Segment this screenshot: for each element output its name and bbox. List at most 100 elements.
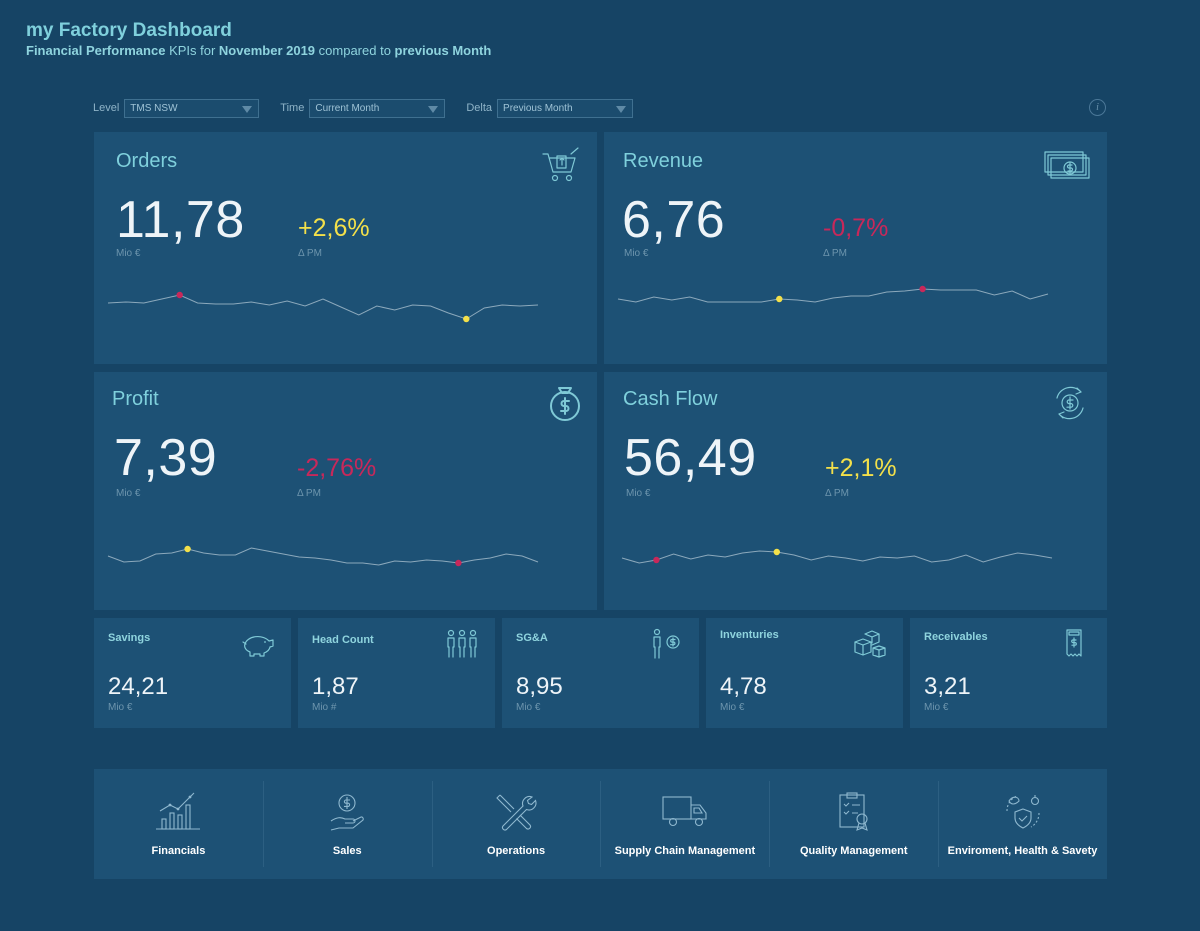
kpi-card-revenue[interactable]: Revenue 6,76 Mio € -0,7% Δ PM <box>604 132 1107 364</box>
kpi-card-sga[interactable]: SG&A 8,95 Mio € <box>502 618 699 728</box>
level-select[interactable]: TMS NSW <box>124 98 260 118</box>
kpi-unit: Mio € <box>516 702 541 713</box>
kpi-delta-label: Δ PM <box>823 248 847 259</box>
shopping-cart-icon <box>542 147 579 182</box>
kpi-title: Orders <box>116 150 178 172</box>
level-label: Level <box>93 102 120 114</box>
cash-stack-icon <box>1044 151 1090 179</box>
kpi-card-orders[interactable]: Orders 11,78 Mio € +2,6% Δ PM <box>94 132 597 364</box>
sparkline-series <box>107 294 539 320</box>
nav-label: Sales <box>332 845 362 857</box>
kpi-title: Cash Flow <box>623 388 718 410</box>
revenue-sparkline <box>617 285 1049 303</box>
kpi-value: 3,21 <box>924 673 971 700</box>
kpi-delta: +2,6% <box>298 214 370 242</box>
kpi-card-cash-flow[interactable]: Cash Flow 56,49 Mio € +2,1% Δ PM <box>604 372 1107 610</box>
kpi-card-inventuries[interactable]: Inventuries 4,78 Mio € <box>706 618 903 728</box>
kpi-card-receivables[interactable]: Receivables 3,21 Mio € <box>910 618 1107 728</box>
nav-label: Operations <box>487 845 546 857</box>
kpi-value: 6,76 <box>622 191 726 249</box>
page-title: my Factory Dashboard <box>26 20 232 41</box>
sparkline-max-marker <box>776 295 783 303</box>
sparkline-max-marker <box>184 545 191 553</box>
kpi-value: 24,21 <box>108 673 169 700</box>
kpi-value: 11,78 <box>116 191 245 249</box>
kpi-title: SG&A <box>516 632 548 644</box>
kpi-delta-label: Δ PM <box>825 488 849 499</box>
kpi-unit: Mio € <box>116 248 141 259</box>
people-icon <box>447 629 477 658</box>
kpi-unit: Mio € <box>116 488 141 499</box>
chevron-down-icon <box>428 105 439 113</box>
kpi-title: Receivables <box>924 631 988 643</box>
money-bag-icon <box>550 387 580 421</box>
kpi-card-savings[interactable]: Savings 24,21 Mio € <box>94 618 291 728</box>
sparkline-series <box>621 550 1053 564</box>
hand-coin-icon <box>330 794 365 831</box>
kpi-unit: Mio € <box>720 702 745 713</box>
nav-environment-health-safety[interactable]: Enviroment, Health & Savety <box>938 769 1107 879</box>
kpi-unit: Mio € <box>924 702 949 713</box>
kpi-value: 1,87 <box>312 673 359 700</box>
kpi-title: Inventuries <box>720 629 779 641</box>
kpi-unit: Mio € <box>624 248 649 259</box>
clipboard-award-icon <box>839 792 868 831</box>
filter-bar: Level TMS NSW Time Current Month Delta P… <box>93 98 654 118</box>
page-subtitle: Financial Performance KPIs for November … <box>26 43 492 58</box>
time-label: Time <box>280 102 305 114</box>
kpi-delta-label: Δ PM <box>298 248 322 259</box>
tools-icon <box>496 794 537 831</box>
sparkline-min-marker <box>653 556 660 564</box>
kpi-title: Profit <box>112 388 159 410</box>
sparkline-series <box>617 288 1049 303</box>
time-select[interactable]: Current Month <box>309 98 446 118</box>
nav-financials[interactable]: Financials <box>94 769 263 879</box>
kpi-value: 56,49 <box>624 429 757 487</box>
person-dollar-icon <box>653 628 680 659</box>
kpi-title: Head Count <box>312 634 374 646</box>
sparkline-min-marker <box>176 291 183 299</box>
kpi-unit: Mio € <box>626 488 651 499</box>
nav-quality-management[interactable]: Quality Management <box>769 769 938 879</box>
kpi-value: 7,39 <box>114 429 218 487</box>
nav-operations[interactable]: Operations <box>431 769 601 879</box>
nav-label: Financials <box>151 845 206 857</box>
leaf-shield-icon <box>1005 795 1040 829</box>
nav-label: Supply Chain Management <box>614 845 756 857</box>
kpi-delta-label: Δ PM <box>297 488 321 499</box>
delta-label: Delta <box>466 102 493 114</box>
kpi-delta: -2,76% <box>297 454 377 482</box>
cash-cycle-icon <box>1056 386 1084 420</box>
kpi-unit: Mio # <box>312 702 337 713</box>
kpi-value: 4,78 <box>720 673 767 700</box>
kpi-card-head-count[interactable]: Head Count 1,87 Mio # <box>298 618 495 728</box>
chevron-down-icon <box>616 105 627 113</box>
nav-label: Enviroment, Health & Savety <box>947 845 1098 857</box>
kpi-value: 8,95 <box>516 673 563 700</box>
chevron-down-icon <box>242 105 253 113</box>
delta-select[interactable]: Previous Month <box>497 98 634 118</box>
profit-sparkline <box>107 545 539 567</box>
boxes-icon <box>854 630 886 658</box>
receipt-icon <box>1066 629 1082 657</box>
kpi-delta: -0,7% <box>823 214 889 242</box>
orders-sparkline <box>107 291 539 323</box>
cash-flow-sparkline <box>621 548 1053 564</box>
sparkline-min-marker <box>919 285 926 293</box>
sparkline-series <box>107 547 539 566</box>
info-icon[interactable]: i <box>1089 99 1106 116</box>
sparkline-max-marker <box>773 548 780 556</box>
bar-chart-icon <box>156 792 201 830</box>
kpi-unit: Mio € <box>108 702 133 713</box>
kpi-delta: +2,1% <box>825 454 897 482</box>
nav-sales[interactable]: Sales <box>262 769 432 879</box>
truck-icon <box>662 796 707 827</box>
piggy-bank-icon <box>242 635 274 657</box>
kpi-title: Revenue <box>623 150 704 172</box>
nav-label: Quality Management <box>799 845 908 857</box>
module-navigation: Financials Sales Operations Supply Chain… <box>94 769 1107 879</box>
sparkline-max-marker <box>463 315 470 323</box>
kpi-card-profit[interactable]: Profit 7,39 Mio € -2,76% Δ PM <box>94 372 597 610</box>
nav-supply-chain-management[interactable]: Supply Chain Management <box>600 769 769 879</box>
sparkline-min-marker <box>455 559 462 567</box>
